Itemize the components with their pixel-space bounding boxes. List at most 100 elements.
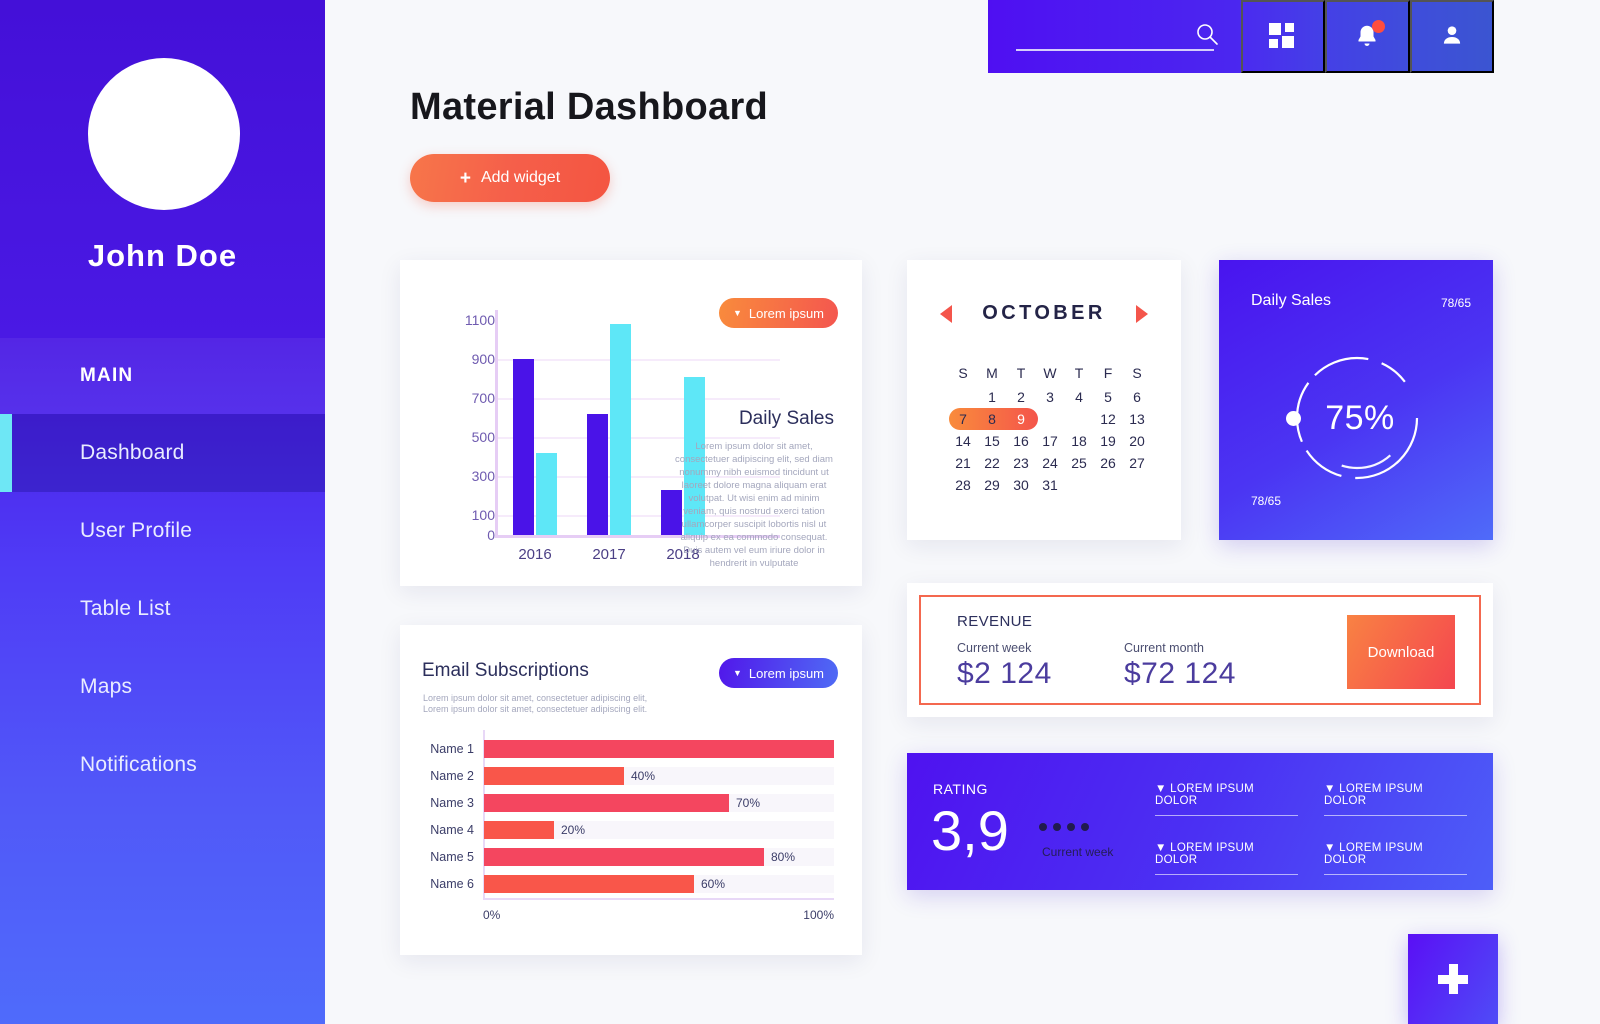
daily-sales-bar-card: ▼ Lorem ipsum 1100 900 700 500 300 100 0 2016 2…: [400, 260, 862, 586]
bar-card-dropdown[interactable]: ▼ Lorem ipsum: [718, 298, 838, 328]
bar: [610, 323, 631, 535]
rating-option-dropdown[interactable]: ▼ LOREM IPSUM DOLOR: [1324, 842, 1467, 875]
plus-icon: +: [459, 167, 471, 189]
email-chart-rows: Name 1 Name 2 40% Name 3 70% Name 4 20% Name 5 8…: [422, 735, 834, 897]
email-chart-row: Name 6 60%: [422, 870, 834, 897]
email-chart-row: Name 5 80%: [422, 843, 834, 870]
calendar-day-cell[interactable]: 24: [1042, 455, 1058, 471]
rating-dot: [1039, 823, 1047, 831]
add-fab-button[interactable]: [1408, 934, 1498, 1024]
revenue-card-border: REVENUE Current week $2 124 Current mont…: [919, 595, 1481, 705]
email-chart-track: [484, 739, 834, 758]
calendar-day-header: F: [1103, 365, 1113, 381]
sidebar-item-label: Maps: [80, 675, 133, 698]
calendar-day-cell[interactable]: 28: [955, 477, 971, 493]
search-input[interactable]: [1016, 27, 1214, 51]
top-navbar: [988, 0, 1494, 73]
sidebar-item-maps[interactable]: Maps: [0, 648, 325, 726]
email-subscriptions-card: Email Subscriptions ▼ Lorem ipsum Lorem …: [400, 625, 862, 955]
bar-chart-x-labels: 2016 2017 2018: [498, 546, 720, 563]
calendar-day-cell[interactable]: 9: [1017, 411, 1025, 427]
rating-option-label-2: ▼ LOREM IPSUM DOLOR: [1155, 842, 1254, 866]
calendar-day-cell[interactable]: 22: [984, 455, 1000, 471]
calendar-day-cell[interactable]: 6: [1133, 389, 1141, 405]
sidebar-item-dashboard[interactable]: Dashboard: [0, 414, 325, 492]
rating-option-label-1: ▼ LOREM IPSUM DOLOR: [1324, 783, 1423, 807]
calendar-day-cell[interactable]: 7: [959, 411, 967, 427]
bar: [587, 413, 608, 535]
email-chart-bar: [484, 874, 694, 893]
calendar-day-cell[interactable]: 26: [1100, 455, 1116, 471]
email-card-dropdown[interactable]: ▼ Lorem ipsum: [718, 658, 838, 688]
calendar-day-header: W: [1043, 365, 1057, 381]
calendar-card: OCTOBER SMTWTFS.123456789101112131415161…: [907, 260, 1181, 540]
grid-line: [495, 437, 780, 440]
gauge-percent-label: 75%: [1325, 398, 1395, 437]
calendar-day-header: T: [1074, 365, 1084, 381]
sidebar-item-label: User Profile: [80, 519, 193, 542]
calendar-day-cell[interactable]: 27: [1129, 455, 1145, 471]
calendar-day-cell[interactable]: 20: [1129, 433, 1145, 449]
calendar-day-cell[interactable]: 13: [1129, 411, 1145, 427]
calendar-day-cell[interactable]: 18: [1071, 433, 1087, 449]
calendar-day-cell[interactable]: 12: [1100, 411, 1116, 427]
email-chart-row: Name 3 70%: [422, 789, 834, 816]
arrow-left-icon[interactable]: [940, 304, 953, 323]
calendar-day-cell[interactable]: 31: [1042, 477, 1058, 493]
calendar-day-cell[interactable]: 3: [1046, 389, 1054, 405]
rating-option-dropdown[interactable]: ▼ LOREM IPSUM DOLOR: [1324, 783, 1467, 816]
calendar-day-cell[interactable]: 5: [1104, 389, 1112, 405]
calendar-day-cell[interactable]: 10: [1042, 411, 1058, 427]
x-axis-line: [495, 535, 780, 538]
sidebar-item-label: Table List: [80, 597, 171, 620]
sidebar-section-heading: MAIN: [0, 338, 325, 414]
dashboard-grid-button[interactable]: [1241, 0, 1326, 73]
search-icon[interactable]: [1195, 22, 1219, 46]
add-widget-button[interactable]: + Add widget: [410, 154, 610, 202]
calendar-day-cell[interactable]: 14: [955, 433, 971, 449]
calendar-day-cell[interactable]: 30: [1013, 477, 1029, 493]
account-button[interactable]: [1409, 0, 1494, 73]
rating-option-label-0: ▼ LOREM IPSUM DOLOR: [1155, 783, 1254, 807]
arrow-right-icon[interactable]: [1135, 304, 1148, 323]
gauge-card-title: Daily Sales: [1251, 292, 1332, 309]
bar-group: [513, 310, 557, 535]
calendar-day-cell[interactable]: 16: [1013, 433, 1029, 449]
revenue-card: REVENUE Current week $2 124 Current mont…: [907, 583, 1493, 717]
calendar-day-cell[interactable]: 21: [955, 455, 971, 471]
sidebar-item-user-profile[interactable]: User Profile: [0, 492, 325, 570]
calendar-day-cell[interactable]: 2: [1017, 389, 1025, 405]
calendar-day-cell[interactable]: 11: [1071, 411, 1087, 427]
notifications-button[interactable]: [1325, 0, 1410, 73]
y-tick-label: 100: [471, 507, 495, 524]
calendar-day-cell[interactable]: 17: [1042, 433, 1058, 449]
calendar-day-cell[interactable]: 15: [984, 433, 1000, 449]
download-button[interactable]: Download: [1347, 615, 1455, 689]
email-chart-row-label: Name 4: [430, 822, 474, 837]
calendar-day-cell[interactable]: 23: [1013, 455, 1029, 471]
calendar-day-cell[interactable]: 4: [1075, 389, 1083, 405]
x-tick-label: 2016: [518, 546, 552, 563]
calendar-day-cell[interactable]: 25: [1071, 455, 1087, 471]
revenue-month-amount: $72 124: [1124, 657, 1236, 690]
rating-option-dropdown[interactable]: ▼ LOREM IPSUM DOLOR: [1155, 783, 1298, 816]
calendar-day-cell[interactable]: 29: [984, 477, 1000, 493]
calendar-day-cell[interactable]: 8: [988, 411, 996, 427]
calendar-day-header: M: [986, 365, 998, 381]
grid-line: [495, 515, 780, 518]
sidebar-item-table-list[interactable]: Table List: [0, 570, 325, 648]
rating-dots: [1039, 823, 1089, 831]
rating-option-dropdown[interactable]: ▼ LOREM IPSUM DOLOR: [1155, 842, 1298, 875]
sidebar-item-notifications[interactable]: Notifications: [0, 726, 325, 804]
calendar-day-cell[interactable]: 1: [988, 389, 996, 405]
calendar-day-cell[interactable]: 19: [1100, 433, 1116, 449]
grid-line: [495, 476, 780, 479]
avatar[interactable]: [88, 58, 240, 210]
calendar-day-header: T: [1016, 365, 1026, 381]
calendar-day-header: S: [1132, 365, 1142, 381]
email-chart-baseline: [483, 898, 834, 900]
email-chart-track: 70%: [484, 793, 834, 812]
email-chart-track: 40%: [484, 766, 834, 785]
email-chart-track: 60%: [484, 874, 834, 893]
rating-dot: [1053, 823, 1061, 831]
